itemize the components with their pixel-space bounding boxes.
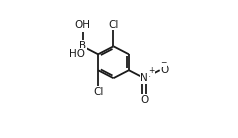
Text: N: N [140,73,148,83]
Text: +: + [148,66,154,75]
Text: OH: OH [75,20,91,30]
Text: Cl: Cl [108,19,119,30]
Text: Cl: Cl [93,87,103,97]
Text: HO: HO [69,49,85,59]
Text: −: − [160,58,167,67]
Text: B: B [79,41,86,51]
Text: O: O [160,65,169,75]
Text: O: O [140,95,149,105]
